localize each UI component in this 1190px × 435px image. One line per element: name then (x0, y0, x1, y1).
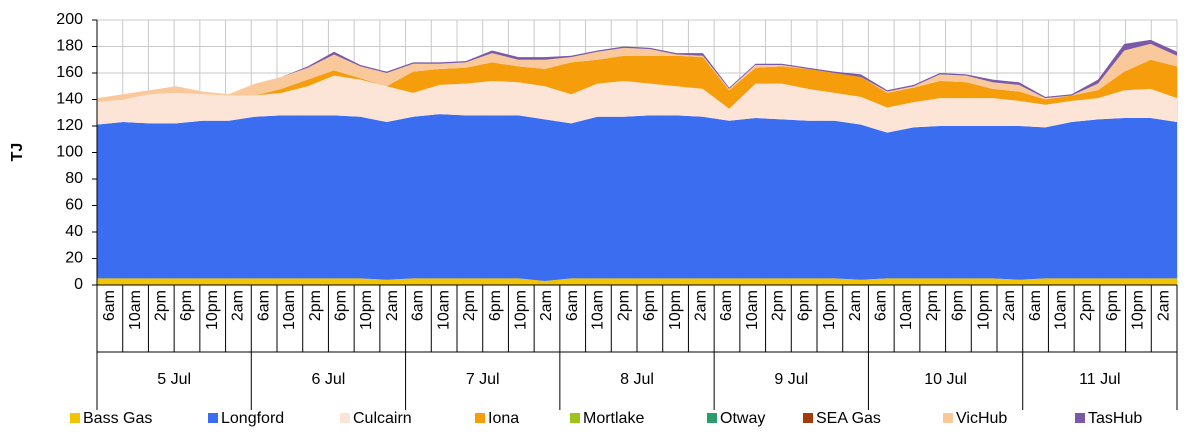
x-tick-label: 10pm (513, 290, 530, 330)
x-tick-label: 10am (1053, 290, 1070, 330)
legend-label: Culcairn (353, 410, 412, 427)
x-tick-label: 10pm (975, 290, 992, 330)
day-label: 10 Jul (924, 371, 967, 388)
x-tick-label: 6am (410, 290, 427, 321)
legend-swatch (208, 413, 218, 423)
legend-label: Mortlake (583, 410, 644, 427)
legend-label: Otway (720, 410, 765, 427)
x-tick-label: 2pm (307, 290, 324, 321)
x-tick-label: 2pm (770, 290, 787, 321)
y-axis-label: TJ (9, 143, 26, 162)
x-tick-label: 6am (1027, 290, 1044, 321)
legend-swatch (340, 413, 350, 423)
area (97, 114, 1177, 282)
x-tick-label: 6pm (487, 290, 504, 321)
x-tick-label: 6am (564, 290, 581, 321)
x-tick-label: 10pm (1130, 290, 1147, 330)
legend-label: TasHub (1088, 410, 1142, 427)
x-tick-label: 6pm (795, 290, 812, 321)
x-tick-label: 10am (281, 290, 298, 330)
legend-swatch (570, 413, 580, 423)
legend-label: SEA Gas (816, 410, 881, 427)
x-tick-label: 6pm (1104, 290, 1121, 321)
y-tick-label: 100 (56, 144, 83, 161)
x-tick-label: 6am (873, 290, 890, 321)
x-tick-label: 10pm (204, 290, 221, 330)
legend-swatch (803, 413, 813, 423)
day-label: 8 Jul (620, 371, 654, 388)
x-tick-label: 10am (744, 290, 761, 330)
x-tick-label: 6am (718, 290, 735, 321)
y-tick-label: 160 (56, 64, 83, 81)
legend-label: VicHub (956, 410, 1007, 427)
x-tick-label: 10pm (667, 290, 684, 330)
y-tick-label: 140 (56, 91, 83, 108)
x-tick-label: 6pm (641, 290, 658, 321)
x-tick-label: 10pm (821, 290, 838, 330)
x-tick-label: 6pm (178, 290, 195, 321)
day-label: 5 Jul (157, 371, 191, 388)
x-tick-label: 2pm (153, 290, 170, 321)
x-tick-label: 2am (538, 290, 555, 321)
day-label: 6 Jul (312, 371, 346, 388)
x-tick-label: 10am (435, 290, 452, 330)
y-tick-label: 180 (56, 38, 83, 55)
x-tick-label: 10am (898, 290, 915, 330)
x-tick-label: 2pm (461, 290, 478, 321)
y-tick-label: 0 (74, 276, 83, 293)
x-tick-label: 2am (1001, 290, 1018, 321)
area (97, 278, 1177, 285)
x-tick-label: 2am (384, 290, 401, 321)
area (97, 55, 1177, 109)
area (97, 43, 1177, 103)
legend-swatch (707, 413, 717, 423)
x-tick-label: 6am (255, 290, 272, 321)
x-tick-label: 6pm (333, 290, 350, 321)
legend-label: Bass Gas (83, 410, 152, 427)
x-tick-label: 10am (590, 290, 607, 330)
x-tick-label: 2pm (924, 290, 941, 321)
y-tick-label: 80 (65, 170, 83, 187)
y-tick-label: 120 (56, 117, 83, 134)
day-label: 7 Jul (466, 371, 500, 388)
x-tick-label: 2am (847, 290, 864, 321)
legend-swatch (70, 413, 80, 423)
legend-label: Iona (488, 410, 519, 427)
y-tick-label: 200 (56, 11, 83, 28)
x-tick-label: 6pm (950, 290, 967, 321)
x-tick-label: 2am (1155, 290, 1172, 321)
y-tick-label: 60 (65, 197, 83, 214)
legend-label: Longford (221, 410, 284, 427)
x-tick-label: 2am (693, 290, 710, 321)
day-label: 11 Jul (1079, 371, 1121, 388)
y-tick-label: 40 (65, 223, 83, 240)
y-tick-label: 20 (65, 250, 83, 267)
x-tick-label: 10pm (358, 290, 375, 330)
legend-swatch (943, 413, 953, 423)
x-tick-label: 2pm (615, 290, 632, 321)
legend-swatch (1075, 413, 1085, 423)
x-tick-label: 6am (101, 290, 118, 321)
x-tick-label: 2am (230, 290, 247, 321)
legend-swatch (475, 413, 485, 423)
day-label: 9 Jul (774, 371, 808, 388)
area (97, 75, 1177, 133)
x-tick-label: 2pm (1078, 290, 1095, 321)
x-tick-label: 10am (127, 290, 144, 330)
